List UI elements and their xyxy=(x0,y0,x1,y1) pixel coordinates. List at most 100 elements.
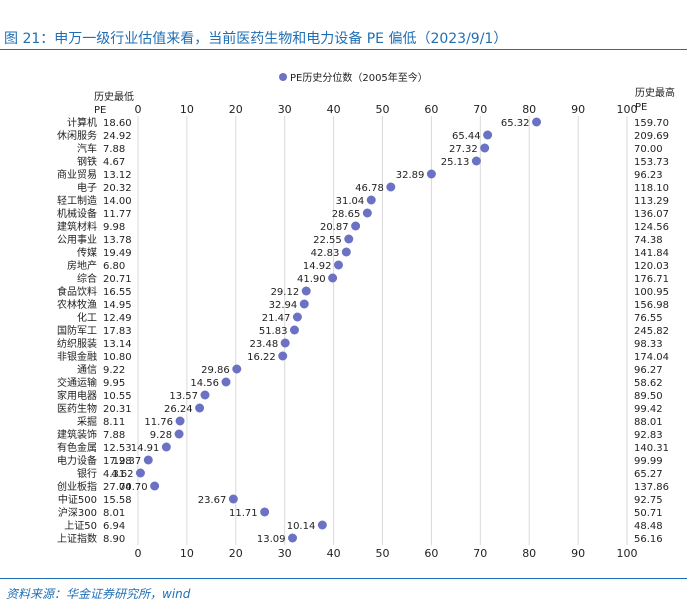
data-label: 10.14 xyxy=(287,521,316,532)
hist-low-value: 24.92 xyxy=(103,131,132,142)
hist-high-value: 92.75 xyxy=(634,495,663,506)
historical-high-values: 159.70 209.69 70.00 153.73 96.23 118.10 113.29… xyxy=(634,118,669,545)
x-tick-label: 20 xyxy=(229,547,243,560)
category-label: 综合 xyxy=(77,272,97,285)
hist-low-value: 9.98 xyxy=(103,222,125,233)
hist-high-value: 65.27 xyxy=(634,469,663,480)
data-point xyxy=(135,468,145,478)
data-point xyxy=(260,507,270,517)
category-label: 公用事业 xyxy=(57,233,97,246)
hist-low-value: 7.88 xyxy=(103,430,125,441)
hist-low-value: 17.28 xyxy=(103,456,132,467)
hist-high-value: 56.16 xyxy=(634,534,663,545)
hist-low-value: 9.22 xyxy=(103,365,125,376)
hist-high-value: 113.29 xyxy=(634,196,669,207)
x-tick-label: 40 xyxy=(327,103,341,116)
data-label: 20.87 xyxy=(320,222,349,233)
data-label: 25.13 xyxy=(441,157,470,168)
hist-low-value: 12.49 xyxy=(103,313,132,324)
right-column-header: 历史最高 xyxy=(635,86,675,99)
category-label: 沪深300 xyxy=(58,506,97,519)
x-tick-label: 90 xyxy=(571,103,585,116)
hist-high-value: 176.71 xyxy=(634,274,669,285)
x-tick-label: 20 xyxy=(229,103,243,116)
hist-high-value: 136.07 xyxy=(634,209,669,220)
legend: PE历史分位数（2005年至今） xyxy=(279,71,428,84)
hist-high-value: 156.98 xyxy=(634,300,669,311)
category-label: 采掘 xyxy=(77,415,97,428)
data-label: 51.83 xyxy=(259,326,288,337)
data-label: 41.90 xyxy=(297,274,326,285)
data-label: 14.56 xyxy=(190,378,219,389)
hist-high-value: 137.86 xyxy=(634,482,669,493)
hist-high-value: 99.99 xyxy=(634,456,663,467)
category-label: 非银金融 xyxy=(57,350,97,363)
data-label: 46.78 xyxy=(355,183,384,194)
x-tick-label: 60 xyxy=(424,103,438,116)
hist-high-value: 96.23 xyxy=(634,170,663,181)
data-point xyxy=(278,351,288,361)
x-tick-label: 10 xyxy=(180,103,194,116)
x-tick-label: 30 xyxy=(278,103,292,116)
data-point xyxy=(301,286,311,296)
data-point xyxy=(299,299,309,309)
data-label: 32.94 xyxy=(269,300,298,311)
data-point xyxy=(200,390,210,400)
data-point xyxy=(426,169,436,179)
figure-title: 图 21：申万一级行业估值来看，当前医药生物和电力设备 PE 偏低（2023/9… xyxy=(4,31,508,47)
data-point xyxy=(228,494,238,504)
data-point xyxy=(483,130,493,140)
hist-high-value: 100.95 xyxy=(634,287,669,298)
category-label: 轻工制造 xyxy=(57,194,97,207)
hist-low-value: 15.58 xyxy=(103,495,132,506)
hist-low-value: 13.12 xyxy=(103,170,132,181)
category-label: 机械设备 xyxy=(57,207,97,220)
data-point xyxy=(333,260,343,270)
category-label: 化工 xyxy=(77,311,97,324)
data-point xyxy=(174,429,184,439)
data-label: 42.83 xyxy=(311,248,340,259)
data-point xyxy=(480,143,490,153)
hist-low-value: 12.53 xyxy=(103,443,132,454)
category-label: 房地产 xyxy=(67,259,97,272)
x-tick-label: 100 xyxy=(617,547,638,560)
category-label: 电子 xyxy=(77,181,97,194)
data-label: 29.12 xyxy=(271,287,300,298)
x-axis-bottom-ticks: 0 10 20 30 40 50 60 70 80 90 100 xyxy=(135,547,638,560)
category-labels: 计算机休闲服务汽车钢铁商业贸易电子轻工制造机械设备建筑材料公用事业传媒房地产综合… xyxy=(57,116,97,545)
category-label: 有色金属 xyxy=(57,441,97,454)
data-label: 14.92 xyxy=(303,261,332,272)
category-label: 钢铁 xyxy=(77,155,97,168)
right-pe-label: PE xyxy=(635,102,647,113)
x-tick-label: 50 xyxy=(376,547,390,560)
hist-low-value: 10.55 xyxy=(103,391,132,402)
data-label: 65.44 xyxy=(452,131,481,142)
data-label: 9.28 xyxy=(150,430,172,441)
category-label: 休闲服务 xyxy=(57,129,97,142)
hist-high-value: 118.10 xyxy=(634,183,669,194)
data-point xyxy=(161,442,171,452)
hist-high-value: 74.38 xyxy=(634,235,663,246)
x-tick-label: 100 xyxy=(617,103,638,116)
hist-low-value: 13.78 xyxy=(103,235,132,246)
hist-low-value: 6.80 xyxy=(103,261,125,272)
gridlines xyxy=(137,116,628,545)
hist-low-value: 18.60 xyxy=(103,118,132,129)
data-label: 4.62 xyxy=(111,469,133,480)
x-tick-label: 50 xyxy=(376,103,390,116)
data-point xyxy=(532,117,542,127)
category-label: 中证500 xyxy=(58,493,97,506)
category-label: 上证指数 xyxy=(57,532,97,545)
data-label: 27.32 xyxy=(449,144,478,155)
hist-high-value: 120.03 xyxy=(634,261,669,272)
percentile-points xyxy=(135,117,542,543)
category-label: 通信 xyxy=(77,364,97,376)
data-label: 16.22 xyxy=(247,352,276,363)
hist-high-value: 141.84 xyxy=(634,248,669,259)
hist-high-value: 245.82 xyxy=(634,326,669,337)
source-divider xyxy=(0,578,687,579)
data-point xyxy=(386,182,396,192)
x-tick-label: 70 xyxy=(473,103,487,116)
pe-percentile-chart: PE历史分位数（2005年至今） 历史最低 PE 历史最高 PE 0 10 20 30… xyxy=(57,71,675,560)
hist-low-value: 20.71 xyxy=(103,274,132,285)
